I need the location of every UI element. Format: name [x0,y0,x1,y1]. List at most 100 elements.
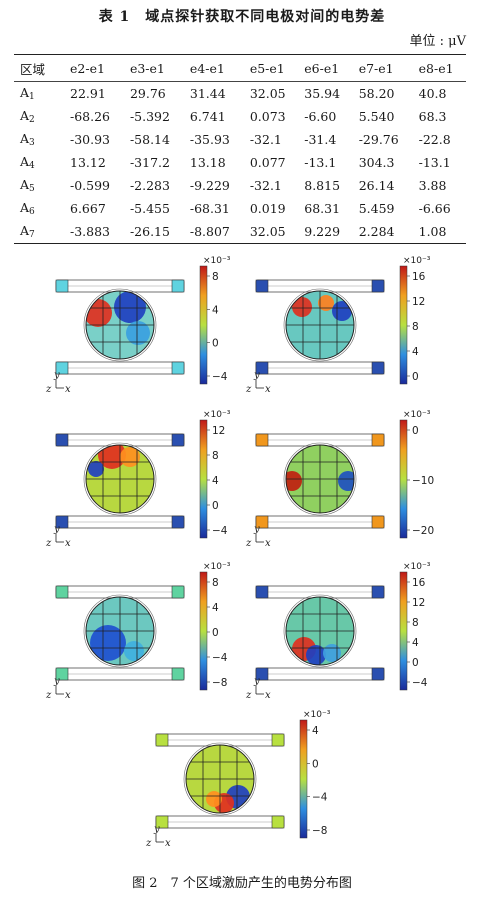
colorbar [199,571,208,691]
axis-y-label: y [153,824,160,835]
colorbar-tick-label: 12 [412,296,425,308]
value-cell: 40.8 [418,86,447,101]
potential-difference-table: 区域 e2-e1 e3-e1 e4-e1 e5-e1 e6-e1 e7-e1 e… [14,54,466,244]
colorbar [399,571,408,691]
axis-indicator: yz x [245,370,271,395]
value-cell: 6.667 [70,201,106,216]
value-cell: 2.284 [352,220,413,244]
table-title: 表 1 域点探针获取不同电极对间的电势差 [98,9,386,25]
table-row: A5 -0.599 -2.283 -9.229 -32.1 8.815 26.14 3.88 [14,174,466,197]
electrode-left [155,815,169,829]
panel-svg: yz x ×10⁻³ 4 0 −4 −8 [145,710,331,849]
electrode-right [371,667,385,681]
region-subscript: 7 [29,230,35,240]
region-label: A [20,108,30,123]
axis-indicator: yz x [245,676,271,701]
colorbar-tick-label: 4 [212,475,219,487]
colorbar-tick-label: 8 [212,271,219,283]
colorbar-tick-label: 8 [412,617,419,629]
value-cell: 0.077 [249,155,286,170]
table-row: A4 13.12 -317.2 13.18 0.077 -13.1 304.3 -13.1 [14,151,466,174]
value-cell: 0.073 [249,109,286,124]
potential-hotspot [88,461,104,477]
axis-y-label: y [53,524,60,535]
colorbar [399,419,408,539]
axis-y-label: y [253,370,260,381]
colorbar-exponent: ×10⁻³ [403,410,431,420]
value-cell: -6.60 [304,109,337,124]
header-col: e8-e1 [412,54,466,82]
axis-y-label: y [53,676,60,687]
value-cell: -68.31 [189,201,230,216]
region-label: A [20,200,30,215]
value-cell: -22.8 [418,132,451,147]
value-cell: 1.08 [412,220,466,244]
value-cell: -5.392 [129,109,170,124]
electrode-right [271,815,285,829]
value-cell: 68.3 [418,109,447,124]
electrode-right [171,515,185,529]
region-cell: A5 [14,174,64,197]
region-cell: A1 [14,82,64,106]
axis-z-label: z [245,538,252,549]
colorbar-tick-label: −4 [312,792,328,804]
colorbar-exponent: ×10⁻³ [303,710,331,720]
axis-x-label: x [265,538,271,549]
region-cell: A7 [14,220,64,244]
axis-indicator: yz x [45,524,71,549]
colorbar [399,265,408,385]
value-cell: 29.76 [129,86,166,101]
region-label: A [20,131,30,146]
colorbar-exponent: ×10⁻³ [203,256,231,266]
potential-hotspot [318,295,334,311]
electrode-right [371,361,385,375]
electrode-right [171,433,185,447]
axis-z-label: z [45,384,52,395]
axis-z-label: z [145,838,152,849]
colorbar [299,719,308,839]
panel-svg: yz x ×10⁻³ 16 12 8 4 0 [245,256,431,395]
axis-z-label: z [45,690,52,701]
electrode-left [155,733,169,747]
axis-y-label: y [53,370,60,381]
colorbar [199,419,208,539]
axis-x-label: x [65,690,71,701]
potential-hotspot [126,321,150,345]
header-region: 区域 [14,54,64,82]
potential-hotspot [90,625,126,661]
electrode-left [255,279,269,293]
region-label: A [20,177,30,192]
colorbar-tick-label: 0 [312,758,319,770]
table-unit: 单位 : μV [409,34,466,49]
region-subscript: 3 [29,138,35,148]
colorbar-tick-label: 0 [412,371,419,383]
value-cell: -9.229 [189,178,230,193]
electrode-left [255,361,269,375]
potential-hotspot [206,791,222,807]
potential-hotspot [306,645,326,665]
colorbar-tick-label: 0 [212,627,219,639]
potential-hotspot [292,297,312,317]
table-row: A1 22.91 29.76 31.44 32.05 35.94 58.20 40.8 [14,82,466,106]
header-col: e6-e1 [298,54,353,82]
panel-svg: yz x ×10⁻³ 8 4 0 −4 [45,256,231,395]
panel-svg: yz x ×10⁻³ 0 −10 −20 [245,410,434,549]
colorbar-tick-label: −10 [412,475,434,487]
colorbar-tick-label: 12 [212,425,225,437]
axis-y-label: y [253,524,260,535]
colorbar-tick-label: 4 [312,725,319,737]
panel-svg: yz x ×10⁻³ 12 8 4 0 −4 [45,410,231,549]
region-subscript: 6 [29,207,35,217]
electrode-left [255,585,269,599]
value-cell: -6.66 [418,201,451,216]
value-cell: -0.599 [70,178,111,193]
value-cell: -32.1 [249,132,282,147]
value-cell: -31.4 [304,132,337,147]
electrode-right [371,585,385,599]
colorbar-tick-label: 0 [412,425,419,437]
electrode-left [255,667,269,681]
electrode-right [371,515,385,529]
colorbar-tick-label: −8 [212,677,227,689]
axis-x-label: x [65,538,71,549]
value-cell: 32.05 [249,86,286,101]
